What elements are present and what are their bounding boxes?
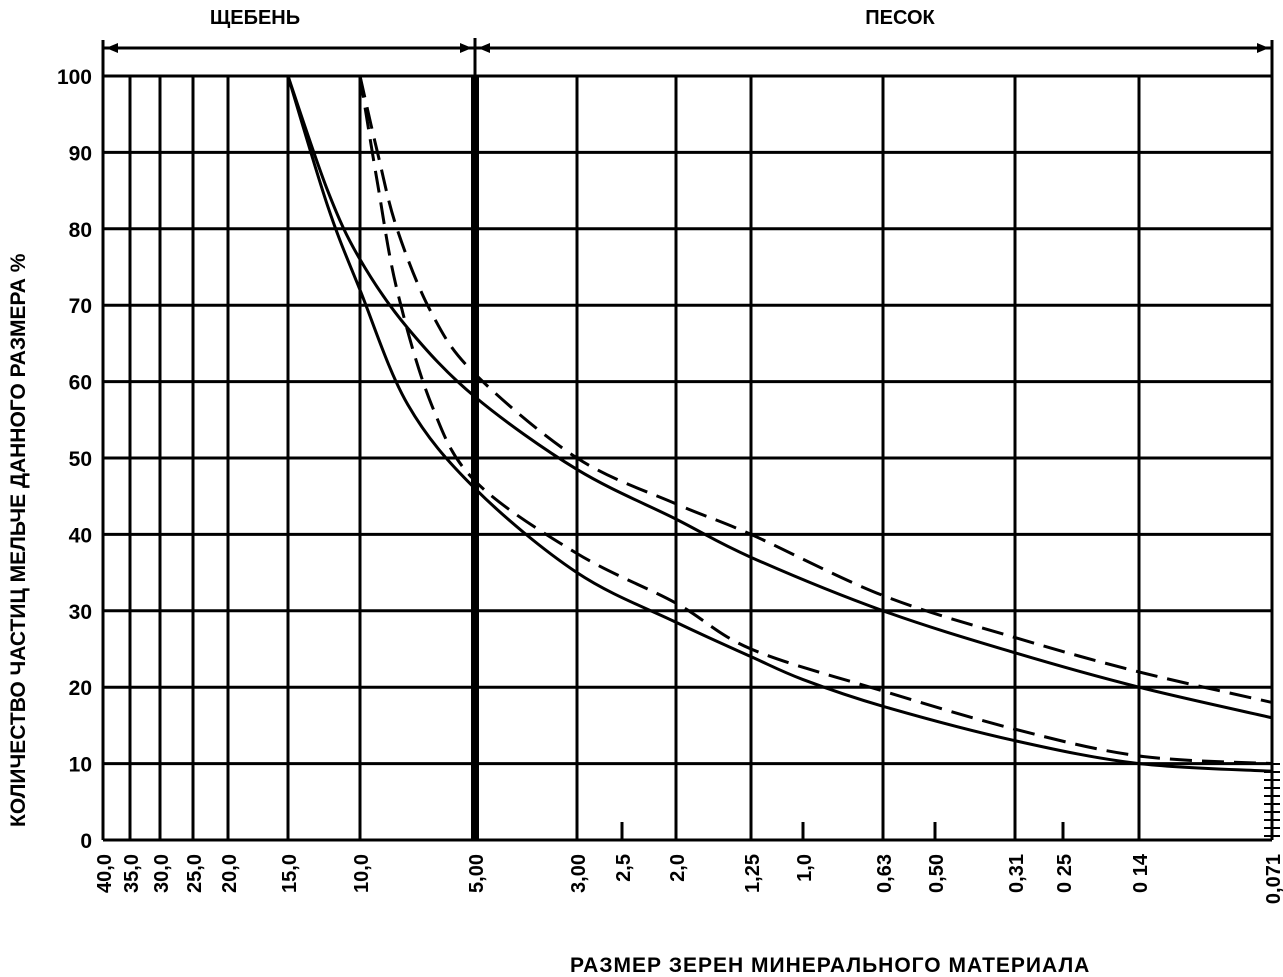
y-tick-label: 10 <box>69 754 92 777</box>
y-tick-labels: 0 10 20 30 40 50 60 70 80 90 100 <box>57 66 92 853</box>
series-lower-dashed <box>358 75 1273 766</box>
x-tick-label: 20,0 <box>219 854 241 893</box>
series-lower-solid <box>286 75 1273 773</box>
x-tick-label: 0,63 <box>874 854 896 893</box>
x-tick-labels: 40,0 35,0 30,0 25,0 20,0 15,0 10,0 5,00 3,00 2,5 2… <box>94 853 1283 904</box>
x-tick-label: 35,0 <box>121 854 143 893</box>
x-axis-label: РАЗМЕР ЗЕРЕН МИНЕРАЛЬНОГО МАТЕРИАЛА <box>570 954 1090 977</box>
series-upper-dashed <box>358 75 1273 704</box>
y-tick-label: 70 <box>69 295 92 318</box>
y-axis-label: КОЛИЧЕСТВО ЧАСТИЦ МЕЛЬЧЕ ДАННОГО РАЗМЕРА… <box>7 253 30 827</box>
x-tick-label: 0,31 <box>1006 854 1028 893</box>
curves <box>286 75 1273 773</box>
zone-label: ПЕСОК <box>865 7 935 29</box>
arrow-left-icon <box>106 43 118 53</box>
arrow-right-icon <box>1257 43 1269 53</box>
x-tick-label: 0 25 <box>1054 854 1076 893</box>
grid <box>101 74 1280 842</box>
x-tick-label: 1,25 <box>742 854 764 893</box>
x-tick-label: 0,071 <box>1263 854 1283 904</box>
x-tick-label: 0,50 <box>926 854 948 893</box>
x-tick-label: 2,0 <box>667 854 689 882</box>
y-tick-label: 60 <box>69 372 92 395</box>
x-tick-label: 0 14 <box>1130 853 1152 893</box>
x-tick-label: 3,00 <box>568 854 590 893</box>
y-tick-label: 50 <box>69 448 92 471</box>
y-tick-label: 40 <box>69 524 92 547</box>
x-tick-label: 40,0 <box>94 854 116 893</box>
x-tick-label: 25,0 <box>184 854 206 893</box>
x-tick-label: 5,00 <box>466 854 488 893</box>
zone-label: ЩЕБЕНЬ <box>210 7 300 29</box>
x-tick-label: 10,0 <box>351 854 373 893</box>
y-tick-label: 90 <box>69 142 92 165</box>
y-tick-label: 0 <box>80 830 92 853</box>
series-upper-solid <box>286 75 1273 720</box>
arrow-left-icon <box>478 43 490 53</box>
x-tick-label: 30,0 <box>151 854 173 893</box>
y-tick-label: 20 <box>69 677 92 700</box>
x-tick-label: 1,0 <box>794 854 816 882</box>
y-tick-label: 80 <box>69 219 92 242</box>
zone-band: ЩЕБЕНЬ ПЕСОК <box>101 7 1274 76</box>
y-tick-label: 100 <box>57 66 92 89</box>
y-tick-label: 30 <box>69 601 92 624</box>
x-tick-label: 2,5 <box>613 854 635 882</box>
arrow-right-icon <box>460 43 472 53</box>
x-tick-label: 15,0 <box>279 854 301 893</box>
